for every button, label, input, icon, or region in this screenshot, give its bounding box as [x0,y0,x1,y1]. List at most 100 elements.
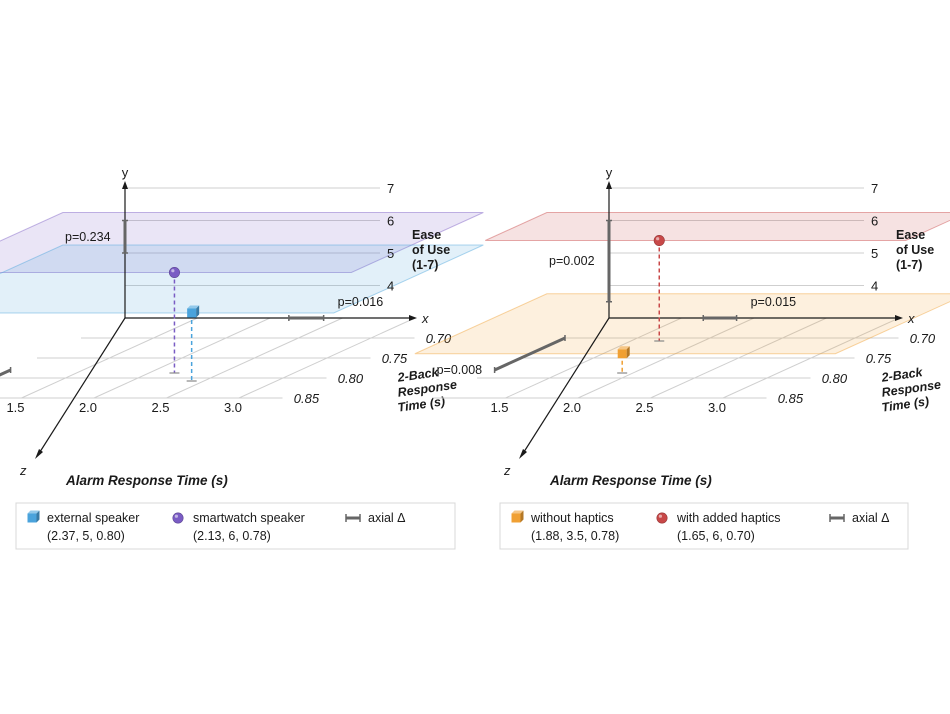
planes [0,212,484,314]
z-tick-label: 0.80 [822,371,848,386]
delta-p-value: p=0.002 [549,254,595,268]
legend-entry-label: with added haptics [676,511,781,525]
delta-p-value: p=0.016 [338,295,384,309]
markers [168,266,200,382]
y-axis-label-line: Ease [412,228,441,242]
x-axis-letter: x [421,311,429,326]
cube-front [187,308,197,318]
legend: external speaker (2.37, 5, 0.80) smartwatc… [15,502,456,550]
cube-top [617,346,630,350]
cube-front [27,513,37,523]
legend-entry-label: external speaker [47,511,139,525]
cube-top [511,510,524,514]
cube-side [36,510,40,523]
delta-p-value: p=0.008 [437,363,483,377]
x-axis-label: Alarm Response Time (s) [65,473,228,488]
legend-box [15,502,456,550]
z-axis-line [521,317,610,456]
sphere-body [168,266,180,278]
y-axis-letter: y [122,165,129,180]
z-tick-label: 0.85 [778,391,804,406]
level-plane [0,244,484,314]
cube-top [27,510,40,514]
legend-sphere-icon [656,512,668,524]
z-tick-label: 0.70 [426,331,452,346]
legend-box [499,502,909,550]
markers [617,235,665,374]
z-axis-label-line: Time (s) [881,394,930,415]
y-axis-label-line: (1-7) [412,258,438,272]
x-tick-label: 2.0 [563,400,581,415]
level-plane [485,212,950,241]
y-tick-label: 4 [871,279,878,294]
grid [0,187,416,399]
y-tick-label: 7 [871,181,878,196]
z-axis-label-line: 2-Back [396,365,441,385]
y-axis-label-line: (1-7) [896,258,922,272]
legend-cube-icon [511,510,524,523]
x-tick-label: 2.5 [151,400,169,415]
y-axis-label-line: of Use [412,243,450,257]
x-tick-label: 3.0 [708,400,726,415]
y-tick-label: 4 [387,279,394,294]
y-tick-label: 5 [387,246,394,261]
level-plane [0,212,484,273]
data-point-blue-cube [187,305,200,318]
z-tick-label: 0.75 [866,351,892,366]
axial-deltas: p=0.002 p=0.015 p=0.008 [437,219,797,377]
y-tick-label: 5 [871,246,878,261]
sphere-highlight [656,237,660,241]
x-tick-label: 2.0 [79,400,97,415]
legend-cube-icon [27,510,40,523]
grid [433,187,900,399]
y-axis-label-line: of Use [896,243,934,257]
x-axis-letter: x [907,311,915,326]
legend-entry-coords: (2.37, 5, 0.80) [47,529,125,543]
sphere-highlight [658,514,663,518]
legend-entry-label: without haptics [530,511,614,525]
z-tick-label: 0.80 [338,371,364,386]
cube-side [196,305,200,318]
z-axis-letter: z [503,463,511,478]
legend-entry-coords: (1.65, 6, 0.70) [677,529,755,543]
x-tick-label: 3.0 [224,400,242,415]
delta-bar [0,368,12,377]
data-point-red-sphere [653,235,665,247]
sphere-highlight [174,514,178,518]
z-axis-letter: z [19,463,27,478]
x-axis-label: Alarm Response Time (s) [549,473,712,488]
x-tick-label: 1.5 [490,400,508,415]
y-axis-label-line: Ease [896,228,925,242]
x-tick-label: 2.5 [635,400,653,415]
y-tick-label: 6 [871,214,878,229]
planes [414,212,950,355]
delta-bar [493,336,566,372]
x-axis-arrow [895,315,903,321]
legend: without haptics (1.88, 3.5, 0.78) with add… [499,502,909,550]
z-tick-label: 0.85 [294,391,320,406]
z-axis-line [37,317,126,456]
legend-entry-coords: (2.13, 6, 0.78) [193,529,271,543]
data-point-orange-cube [617,346,630,359]
legend-delta-label: axial Δ [852,511,890,525]
sphere-highlight [171,269,175,273]
z-axis-arrow [519,449,527,459]
x-axis-arrow [409,315,417,321]
cube-side [520,510,524,523]
delta-p-value: p=0.015 [751,295,797,309]
cube-front [511,513,521,523]
y-tick-label: 6 [387,214,394,229]
level-plane [414,293,950,355]
sphere-body [653,235,665,247]
y-tick-label: 7 [387,181,394,196]
data-point-purple-sphere [168,266,180,278]
y-axis-letter: y [606,165,613,180]
legend-entry-coords: (1.88, 3.5, 0.78) [531,529,619,543]
delta-p-value: p=0.234 [65,230,111,244]
legend-delta-label: axial Δ [368,511,406,525]
